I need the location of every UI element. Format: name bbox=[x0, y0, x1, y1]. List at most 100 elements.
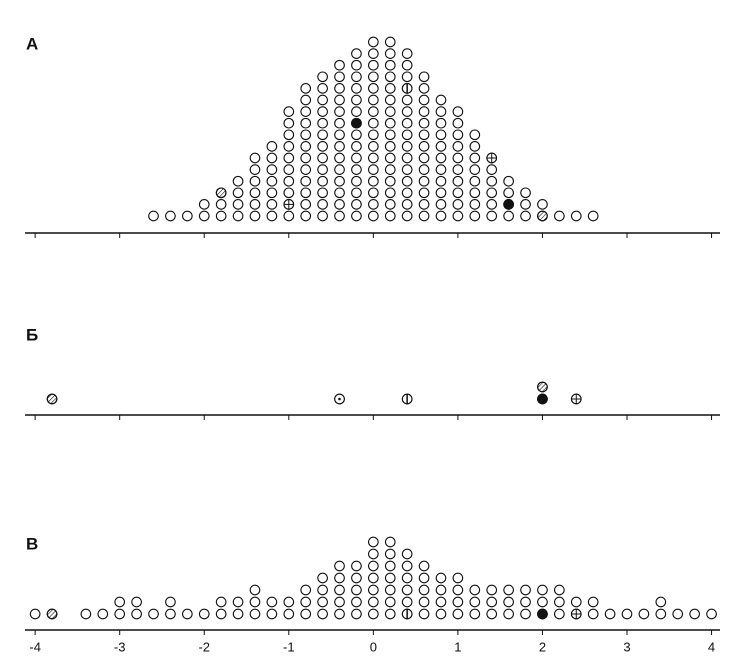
dot bbox=[655, 608, 667, 620]
dot bbox=[486, 175, 498, 187]
dot bbox=[435, 210, 447, 222]
dot-column bbox=[401, 48, 413, 222]
dot bbox=[452, 175, 464, 187]
dot bbox=[283, 608, 295, 620]
dot bbox=[401, 596, 413, 608]
dot bbox=[367, 129, 379, 141]
dot bbox=[283, 152, 295, 164]
dot bbox=[554, 584, 565, 596]
dot-column bbox=[435, 572, 447, 620]
dot-column bbox=[283, 596, 295, 620]
dot bbox=[351, 572, 362, 584]
dot-column bbox=[29, 608, 41, 620]
dot-column bbox=[181, 608, 193, 620]
dot bbox=[300, 141, 312, 152]
dot bbox=[520, 608, 531, 620]
dot bbox=[351, 210, 362, 222]
dot-column bbox=[198, 199, 210, 222]
dot bbox=[232, 608, 244, 620]
dot bbox=[300, 106, 312, 117]
x-tick-label: -2 bbox=[198, 639, 210, 654]
x-tick-label: 1 bbox=[454, 639, 461, 654]
dot bbox=[367, 596, 379, 608]
dot bbox=[418, 71, 430, 83]
dot bbox=[435, 572, 447, 584]
dot bbox=[469, 141, 481, 152]
dot bbox=[367, 71, 379, 83]
dot bbox=[418, 572, 430, 584]
dot bbox=[469, 164, 481, 175]
dot bbox=[401, 164, 413, 175]
dot bbox=[131, 608, 142, 620]
dot-column bbox=[148, 210, 159, 222]
x-tick-label: -4 bbox=[29, 639, 41, 654]
dot bbox=[418, 560, 430, 572]
dot bbox=[503, 187, 514, 199]
dot bbox=[249, 175, 261, 187]
dot bbox=[384, 175, 396, 187]
dot bbox=[300, 175, 312, 187]
marked-dot bbox=[334, 393, 345, 405]
dot bbox=[384, 152, 396, 164]
marker-circle bbox=[46, 393, 58, 405]
dot bbox=[232, 175, 244, 187]
dot bbox=[452, 572, 464, 584]
marked-dot bbox=[537, 210, 548, 222]
dot-column bbox=[469, 584, 481, 620]
dot-column bbox=[97, 608, 109, 620]
dot bbox=[435, 187, 447, 199]
dot bbox=[401, 210, 413, 222]
dot bbox=[367, 36, 379, 48]
dot bbox=[317, 210, 328, 222]
dot bbox=[486, 164, 498, 175]
dot bbox=[232, 187, 244, 199]
marked-dot bbox=[283, 199, 295, 210]
dot-column bbox=[334, 59, 345, 222]
dot bbox=[317, 164, 328, 175]
dot-column bbox=[181, 210, 193, 222]
dot bbox=[334, 152, 345, 164]
marker-circle bbox=[215, 187, 227, 199]
dot bbox=[249, 608, 261, 620]
dot bbox=[300, 152, 312, 164]
x-tick-label: 4 bbox=[708, 639, 715, 654]
dot-column bbox=[300, 584, 312, 620]
dot bbox=[452, 187, 464, 199]
dot bbox=[452, 608, 464, 620]
dot bbox=[283, 596, 295, 608]
dot bbox=[486, 596, 498, 608]
dot bbox=[266, 175, 278, 187]
dot bbox=[114, 608, 126, 620]
dot bbox=[317, 175, 328, 187]
dot bbox=[435, 141, 447, 152]
dot bbox=[367, 187, 379, 199]
dot bbox=[401, 71, 413, 83]
dot bbox=[435, 129, 447, 141]
dot bbox=[520, 210, 531, 222]
dot-column bbox=[351, 560, 362, 620]
dot bbox=[486, 199, 498, 210]
dot bbox=[283, 187, 295, 199]
dot bbox=[114, 596, 126, 608]
dot bbox=[384, 548, 396, 560]
marked-dot bbox=[351, 117, 362, 129]
dot bbox=[351, 596, 362, 608]
dot bbox=[266, 608, 278, 620]
dot bbox=[384, 117, 396, 129]
dot bbox=[351, 94, 362, 106]
marker-dot bbox=[338, 397, 341, 401]
dot bbox=[334, 83, 345, 94]
dot bbox=[384, 129, 396, 141]
dot bbox=[706, 608, 717, 620]
dot bbox=[367, 152, 379, 164]
dot bbox=[317, 129, 328, 141]
dot bbox=[401, 572, 413, 584]
dot-column bbox=[300, 83, 312, 222]
dot bbox=[520, 199, 531, 210]
dot bbox=[537, 584, 548, 596]
dot bbox=[367, 199, 379, 210]
dot bbox=[401, 560, 413, 572]
dot bbox=[300, 199, 312, 210]
dot bbox=[655, 596, 667, 608]
dot bbox=[604, 608, 616, 620]
